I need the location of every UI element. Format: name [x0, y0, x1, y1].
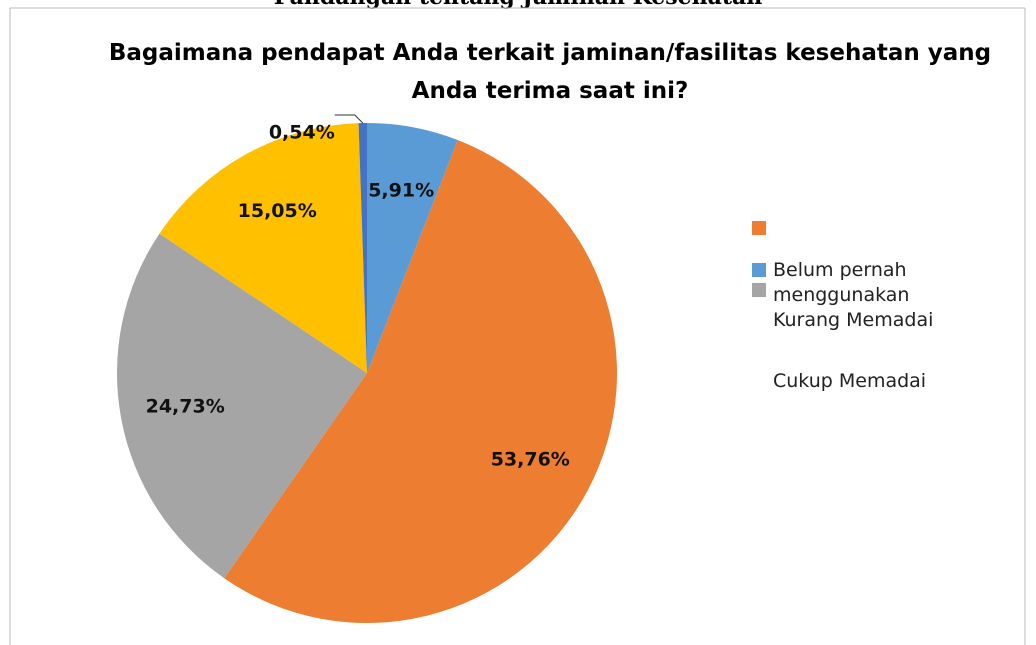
pie-slice [159, 123, 367, 373]
pie-slice [358, 123, 367, 373]
pie-slice [367, 123, 458, 373]
legend-swatch [752, 221, 766, 235]
data-label: 0,54% [269, 122, 335, 144]
pie-slice [117, 233, 367, 579]
chart-title: Bagaimana pendapat Anda terkait jaminan/… [108, 40, 992, 104]
data-label: 15,05% [238, 200, 317, 222]
data-label: 24,73% [146, 396, 225, 418]
legend-text: Belum pernah menggunakan Kurang Memadai Cu… [773, 259, 934, 392]
legend-label: Cukup Memadai [773, 370, 927, 392]
legend-swatch [752, 263, 766, 277]
leader-line [334, 114, 364, 124]
data-label: 53,76% [491, 449, 570, 471]
legend-swatch [752, 283, 766, 297]
data-label: 5,91% [368, 180, 434, 202]
pie-slice [224, 140, 618, 624]
page-title: Pandangan tentang Jaminan Kesehatan [0, 0, 1036, 10]
legend-label: Belum pernah menggunakan [773, 259, 910, 306]
legend-label: Kurang Memadai [773, 309, 934, 331]
